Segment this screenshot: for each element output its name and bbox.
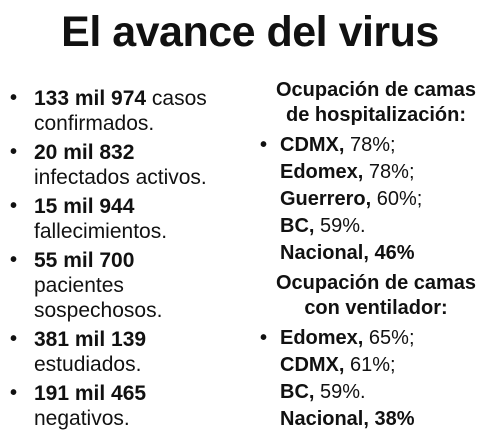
- bullet-icon: •: [260, 134, 268, 156]
- list-item: Nacional, 46%: [280, 242, 415, 264]
- list-item: BC, 59%.: [280, 215, 366, 237]
- bullet-icon: •: [10, 141, 18, 163]
- stat-number: 133 mil 974: [34, 87, 147, 110]
- list-item: • 133 mil 974 casos confirmados.: [8, 86, 258, 136]
- page-title: El avance del virus: [61, 8, 439, 56]
- list-item: BC, 59%.: [280, 381, 366, 403]
- list-item: • 20 mil 832 infectados activos.: [8, 140, 258, 190]
- bullet-icon: •: [260, 327, 268, 349]
- list-item: Nacional, 38%: [280, 408, 415, 430]
- list-item: • 15 mil 944 fallecimientos.: [8, 194, 258, 244]
- hospitalization-list: • CDMX, 78%; Edomex, 78%; Guerrero, 60%;…: [258, 132, 494, 267]
- stat-label: pacientes: [34, 274, 124, 297]
- stat-number: 55 mil 700: [34, 249, 135, 272]
- hospitalization-heading: Ocupación de camas de hospitalización:: [275, 79, 477, 126]
- ventilator-heading: Ocupación de camas con ventilador:: [275, 272, 477, 319]
- bullet-icon: •: [10, 195, 18, 217]
- stat-label: estudiados.: [34, 353, 142, 376]
- occupancy-panel: Ocupación de camas de hospitalización: •…: [258, 78, 494, 437]
- bullet-icon: •: [10, 328, 18, 350]
- list-item: • 191 mil 465 negativos.: [8, 381, 258, 431]
- list-item: Guerrero, 60%;: [280, 188, 423, 210]
- stat-number: 191 mil 465: [34, 382, 147, 405]
- stat-label: infectados activos.: [34, 166, 207, 189]
- ventilator-list: • Edomex, 65%; CDMX, 61%; BC, 59%. Nacio…: [258, 325, 494, 433]
- stat-number: 381 mil 139: [34, 328, 147, 351]
- bullet-icon: •: [10, 87, 18, 109]
- list-item: • Edomex, 65%;: [258, 325, 494, 352]
- stats-list: • 133 mil 974 casos confirmados. • 20 mi…: [8, 86, 258, 435]
- list-item: CDMX, 61%;: [280, 354, 396, 376]
- list-item: • CDMX, 78%;: [258, 132, 494, 159]
- stat-label: casos: [146, 87, 207, 110]
- stat-number: 15 mil 944: [34, 195, 135, 218]
- stat-label: confirmados.: [34, 112, 155, 135]
- stat-label: sospechosos.: [34, 299, 163, 322]
- stat-number: 20 mil 832: [34, 141, 135, 164]
- bullet-icon: •: [10, 382, 18, 404]
- list-item: • 381 mil 139 estudiados.: [8, 327, 258, 377]
- list-item: • 55 mil 700 pacientes sospechosos.: [8, 248, 258, 323]
- stat-label: negativos.: [34, 407, 130, 430]
- bullet-icon: •: [10, 249, 18, 271]
- stat-label: fallecimientos.: [34, 220, 168, 243]
- list-item: Edomex, 78%;: [280, 161, 415, 183]
